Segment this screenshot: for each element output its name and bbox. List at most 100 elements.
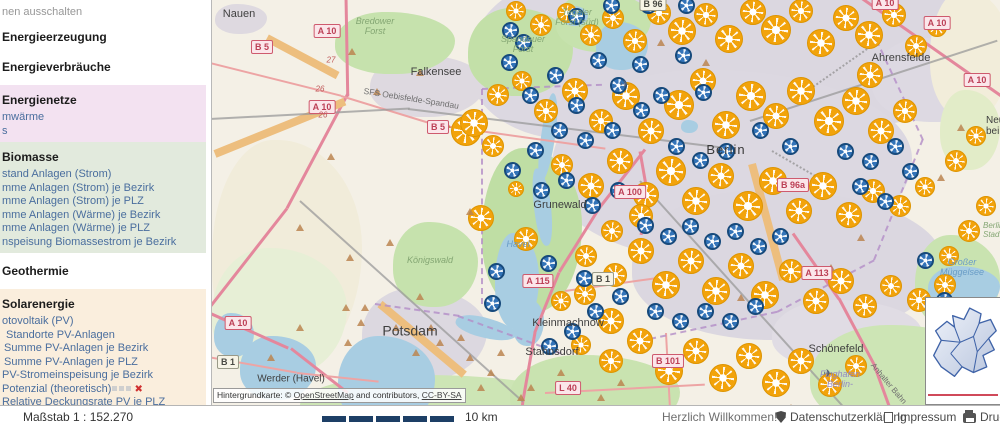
pv-plant-marker[interactable] <box>857 62 883 88</box>
plant-marker-blue[interactable] <box>577 132 594 149</box>
pv-plant-marker[interactable] <box>487 84 509 106</box>
sidebar-layer-item[interactable]: stand Anlagen (Strom) <box>2 168 112 180</box>
pv-plant-marker[interactable] <box>893 99 917 123</box>
plant-marker-blue[interactable] <box>540 255 557 272</box>
sidebar-layer-item[interactable]: nspeisung Biomassestrom je Bezirk <box>2 235 177 248</box>
sidebar-category[interactable]: Energieerzeugung <box>2 30 107 44</box>
pv-plant-marker[interactable] <box>736 81 766 111</box>
sidebar-layer-item[interactable]: mme Anlagen (Strom) je Bezirk <box>2 181 155 194</box>
plant-marker-blue[interactable] <box>647 303 664 320</box>
plant-marker-blue[interactable] <box>678 0 695 14</box>
pv-plant-marker[interactable] <box>945 150 967 172</box>
plant-marker-blue[interactable] <box>584 197 601 214</box>
pv-plant-marker[interactable] <box>905 35 927 57</box>
sidebar-category[interactable]: Energieverbräuche <box>2 60 111 74</box>
pv-plant-marker[interactable] <box>638 118 664 144</box>
sidebar-layer-item[interactable]: Summe PV-Anlagen je PLZ <box>4 355 138 368</box>
pv-plant-marker[interactable] <box>599 349 623 373</box>
pv-plant-marker[interactable] <box>915 177 935 197</box>
plant-marker-blue[interactable] <box>501 54 518 71</box>
sidebar-layer-item[interactable]: mme Anlagen (Strom) je PLZ <box>2 195 144 207</box>
plant-marker-blue[interactable] <box>747 298 764 315</box>
plant-marker-blue[interactable] <box>488 263 505 280</box>
pv-plant-marker[interactable] <box>627 328 653 354</box>
plant-marker-blue[interactable] <box>590 52 607 69</box>
plant-marker-blue[interactable] <box>660 228 677 245</box>
pv-plant-marker[interactable] <box>934 274 956 296</box>
plant-marker-blue[interactable] <box>633 102 650 119</box>
sidebar-category[interactable]: Solarenergie <box>2 297 75 311</box>
plant-marker-blue[interactable] <box>502 22 519 39</box>
pv-plant-marker[interactable] <box>506 1 526 21</box>
sidebar-layer-item[interactable]: mme Anlagen (Wärme) je Bezirk <box>2 208 161 221</box>
pv-plant-marker[interactable] <box>530 14 552 36</box>
pv-plant-marker[interactable] <box>551 154 573 176</box>
plant-marker-blue[interactable] <box>672 313 689 330</box>
imprint-link[interactable]: Impressum <box>884 410 956 424</box>
pv-plant-marker[interactable] <box>678 248 704 274</box>
plant-marker-blue[interactable] <box>568 97 585 114</box>
sidebar-layer-item[interactable]: mme Anlagen (Wärme) je PLZ <box>2 222 150 234</box>
plant-marker-blue[interactable] <box>902 163 919 180</box>
pv-plant-marker[interactable] <box>694 3 718 27</box>
plant-marker-blue[interactable] <box>587 303 604 320</box>
plant-marker-blue[interactable] <box>718 143 735 160</box>
pv-plant-marker[interactable] <box>786 198 812 224</box>
pv-plant-marker[interactable] <box>575 245 597 267</box>
pv-plant-marker[interactable] <box>845 355 867 377</box>
pv-plant-marker[interactable] <box>702 277 730 305</box>
plant-marker-blue[interactable] <box>917 252 934 269</box>
pv-plant-marker[interactable] <box>736 343 762 369</box>
sidebar-layer-item[interactable]: mwärme <box>2 111 45 123</box>
plant-marker-blue[interactable] <box>722 313 739 330</box>
sidebar-layer-item[interactable]: Standorte PV-Anlagen <box>6 328 115 341</box>
pv-plant-marker[interactable] <box>880 275 902 297</box>
plant-marker-blue[interactable] <box>522 87 539 104</box>
pv-plant-marker[interactable] <box>761 15 791 45</box>
pv-plant-marker[interactable] <box>623 29 647 53</box>
pv-plant-marker[interactable] <box>958 220 980 242</box>
plant-marker-blue[interactable] <box>632 56 649 73</box>
pv-plant-marker[interactable] <box>709 364 737 392</box>
pv-plant-marker[interactable] <box>551 291 571 311</box>
pv-plant-marker[interactable] <box>656 156 686 186</box>
plant-marker-blue[interactable] <box>727 223 744 240</box>
plant-marker-blue[interactable] <box>527 142 544 159</box>
sidebar-layer-item[interactable]: Summe PV-Anlagen je Bezirk <box>4 342 149 354</box>
pv-plant-marker[interactable] <box>574 283 596 305</box>
plant-marker-blue[interactable] <box>695 84 712 101</box>
pv-plant-marker[interactable] <box>715 25 743 53</box>
map-canvas[interactable]: A 10 A 10 A 10 A 10 A 10 A 10 B 5 B 5 B 96 A 100 B… <box>212 0 1000 405</box>
plant-marker-blue[interactable] <box>752 122 769 139</box>
pv-plant-marker[interactable] <box>514 227 538 251</box>
pv-plant-marker[interactable] <box>508 181 524 197</box>
plant-marker-blue[interactable] <box>704 233 721 250</box>
pv-plant-marker[interactable] <box>787 77 815 105</box>
plant-marker-blue[interactable] <box>692 152 709 169</box>
plant-marker-blue[interactable] <box>877 193 894 210</box>
pv-plant-marker[interactable] <box>571 335 591 355</box>
plant-marker-blue[interactable] <box>612 288 629 305</box>
pv-plant-marker[interactable] <box>818 373 842 397</box>
pv-plant-marker[interactable] <box>868 118 894 144</box>
pv-plant-marker[interactable] <box>842 87 870 115</box>
plant-marker-blue[interactable] <box>852 178 869 195</box>
sidebar-layer-item[interactable]: Potenzial (theoretisch) ✖ <box>2 382 143 395</box>
print-link[interactable]: Drucken <box>963 410 1000 424</box>
plant-marker-blue[interactable] <box>682 218 699 235</box>
pv-plant-marker[interactable] <box>907 288 931 312</box>
openstreetmap-link[interactable]: OpenStreetMap <box>293 390 354 400</box>
plant-marker-blue[interactable] <box>675 47 692 64</box>
plant-marker-blue[interactable] <box>564 323 581 340</box>
pv-plant-marker[interactable] <box>853 294 877 318</box>
pv-plant-marker[interactable] <box>966 126 986 146</box>
pv-plant-marker[interactable] <box>607 148 633 174</box>
pv-plant-marker[interactable] <box>740 0 766 25</box>
sidebar-layer-item[interactable]: otovoltaik (PV) <box>2 315 74 327</box>
plant-marker-blue[interactable] <box>782 138 799 155</box>
pv-plant-marker[interactable] <box>939 246 959 266</box>
pv-plant-marker[interactable] <box>712 111 740 139</box>
plant-marker-blue[interactable] <box>668 138 685 155</box>
pv-plant-marker[interactable] <box>763 103 789 129</box>
pv-plant-marker[interactable] <box>779 259 803 283</box>
